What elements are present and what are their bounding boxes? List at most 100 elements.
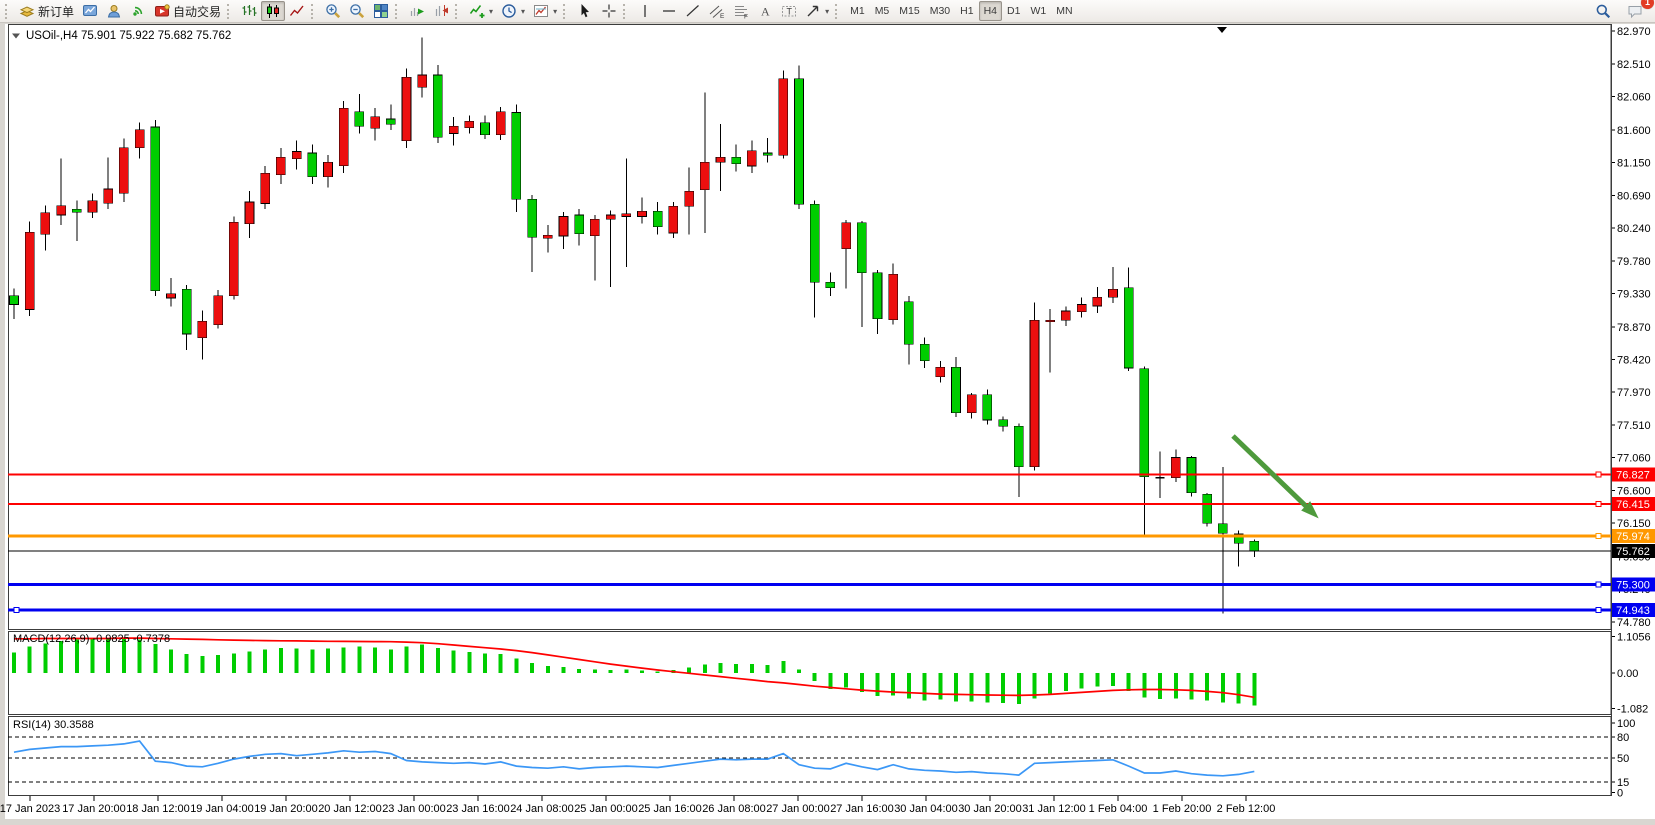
svg-text:17 Jan 2023: 17 Jan 2023 (0, 803, 60, 815)
line-chart-button[interactable] (285, 1, 309, 21)
group-drag-handle[interactable] (455, 3, 461, 19)
annotation-arrow[interactable] (1231, 434, 1319, 519)
group-drag-handle[interactable] (395, 3, 401, 19)
svg-text:82.510: 82.510 (1617, 59, 1651, 71)
svg-text:19 Jan 04:00: 19 Jan 04:00 (190, 803, 254, 815)
button-label: D1 (1007, 5, 1021, 17)
zoom-in-icon (325, 3, 341, 19)
horizontal-lines[interactable] (8, 471, 1611, 614)
chart-shift-icon (433, 3, 449, 19)
svg-text:23 Jan 16:00: 23 Jan 16:00 (446, 803, 510, 815)
indicators-icon (469, 3, 485, 19)
crosshair-button[interactable] (597, 1, 621, 21)
svg-text:0: 0 (1617, 788, 1623, 800)
zoom-in-button[interactable] (321, 1, 345, 21)
chevron-down-icon[interactable]: ▾ (521, 6, 526, 16)
trendline-button[interactable] (681, 1, 705, 21)
cursor-button[interactable] (573, 1, 597, 21)
crosshair-icon (601, 3, 617, 19)
svg-text:74.780: 74.780 (1617, 617, 1651, 629)
horizontal-line-button[interactable] (657, 1, 681, 21)
group-drag-handle[interactable] (227, 3, 233, 19)
svg-text:82.970: 82.970 (1617, 26, 1651, 38)
svg-text:25 Jan 00:00: 25 Jan 00:00 (574, 803, 638, 815)
svg-text:31 Jan 12:00: 31 Jan 12:00 (1022, 803, 1086, 815)
templates-button[interactable]: ▾ (529, 1, 561, 21)
auto-scroll-button[interactable] (405, 1, 429, 21)
trendline-icon (685, 3, 701, 19)
svg-text:80: 80 (1617, 732, 1629, 744)
tf-mn[interactable]: MN (1051, 1, 1077, 21)
group-drag-handle[interactable] (623, 3, 629, 19)
svg-text:30 Jan 04:00: 30 Jan 04:00 (894, 803, 958, 815)
chart-shift-button[interactable] (429, 1, 453, 21)
text-button[interactable]: A (753, 1, 777, 21)
notifications-button[interactable] (1623, 1, 1647, 21)
candle-chart-button[interactable] (261, 1, 286, 21)
svg-text:80.240: 80.240 (1617, 223, 1651, 235)
svg-text:-1.082: -1.082 (1617, 704, 1648, 716)
svg-text:27 Jan 16:00: 27 Jan 16:00 (830, 803, 894, 815)
zoom-out-button[interactable] (345, 1, 369, 21)
fibonacci-button[interactable]: F (729, 1, 753, 21)
button-label: H4 (983, 5, 998, 17)
text-icon: A (757, 3, 773, 19)
tf-m1[interactable]: M1 (845, 1, 870, 21)
tf-h1[interactable]: H1 (955, 1, 978, 21)
svg-text:76.415: 76.415 (1616, 499, 1650, 511)
vertical-line-button[interactable] (633, 1, 657, 21)
svg-text:23 Jan 00:00: 23 Jan 00:00 (382, 803, 446, 815)
arrows-button[interactable]: ▾ (801, 1, 833, 21)
svg-text:78.420: 78.420 (1617, 354, 1651, 366)
svg-text:81.150: 81.150 (1617, 157, 1651, 169)
new-order-button[interactable]: 新订单 (15, 1, 78, 21)
hline-icon (661, 3, 677, 19)
svg-text:T: T (787, 7, 793, 17)
group-drag-handle[interactable] (311, 3, 317, 19)
tf-h4[interactable]: H4 (978, 1, 1003, 21)
svg-text:74.943: 74.943 (1616, 605, 1650, 617)
candlestick-icon (265, 3, 281, 19)
open-chart-button[interactable] (78, 1, 102, 21)
tf-m5[interactable]: M5 (870, 1, 895, 21)
bar-chart-button[interactable] (237, 1, 261, 21)
svg-text:A: A (761, 5, 770, 19)
tf-m30[interactable]: M30 (925, 1, 955, 21)
vline-icon (637, 3, 653, 19)
label-button[interactable]: T (777, 1, 801, 21)
svg-text:1.1056: 1.1056 (1617, 632, 1651, 644)
chart-title: USOil-,H4 75.901 75.922 75.682 75.762 (12, 30, 231, 42)
indicators-button[interactable]: ▾ (465, 1, 497, 21)
search-button[interactable] (1591, 1, 1615, 21)
templates-icon (533, 3, 549, 19)
candlesticks (9, 37, 1260, 614)
tf-m15[interactable]: M15 (894, 1, 924, 21)
svg-text:76.827: 76.827 (1616, 469, 1650, 481)
chat-icon (1627, 3, 1643, 19)
tf-d1[interactable]: D1 (1002, 1, 1025, 21)
chevron-down-icon[interactable]: ▾ (825, 6, 830, 16)
bar-chart-icon (241, 3, 257, 19)
chevron-down-icon[interactable]: ▾ (553, 6, 558, 16)
svg-text:75.974: 75.974 (1616, 531, 1650, 543)
group-drag-handle[interactable] (835, 3, 841, 19)
signals-button[interactable] (126, 1, 150, 21)
svg-text:18 Jan 12:00: 18 Jan 12:00 (126, 803, 190, 815)
tf-w1[interactable]: W1 (1025, 1, 1051, 21)
toolbar-right: 1 (1591, 0, 1654, 21)
group-drag-handle[interactable] (5, 3, 11, 19)
svg-text:50: 50 (1617, 753, 1629, 765)
group-drag-handle[interactable] (563, 3, 569, 19)
toolbar-group (561, 0, 621, 22)
svg-text:15: 15 (1617, 777, 1629, 789)
tile-windows-button[interactable] (369, 1, 393, 21)
profiles-button[interactable] (102, 1, 126, 21)
periods-icon (501, 3, 517, 19)
svg-text:F: F (744, 14, 748, 20)
chevron-down-icon[interactable]: ▾ (489, 6, 494, 16)
channel-button[interactable]: E (705, 1, 729, 21)
periods-button[interactable]: ▾ (497, 1, 529, 21)
button-label: M15 (899, 5, 920, 17)
auto-trading-button[interactable]: 自动交易 (150, 1, 225, 21)
